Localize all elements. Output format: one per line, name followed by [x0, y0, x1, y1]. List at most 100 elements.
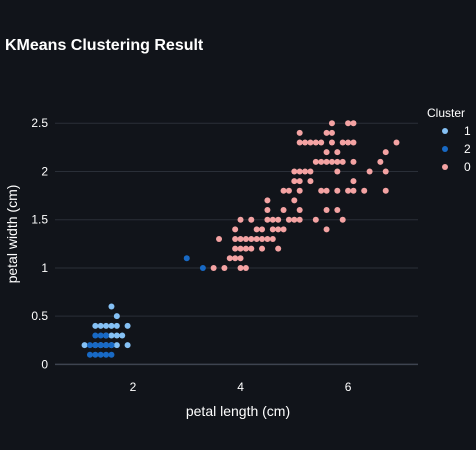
data-point-cluster-0	[232, 236, 239, 242]
y-tick-label: 0.5	[31, 309, 48, 323]
data-point-cluster-0	[323, 149, 330, 156]
data-point-cluster-0	[210, 264, 217, 271]
data-point-cluster-1	[119, 332, 126, 339]
y-axis-label: petal width (cm)	[4, 185, 20, 284]
legend: Cluster 1 2 0	[427, 106, 471, 174]
data-point-cluster-1	[108, 332, 115, 339]
data-point-cluster-0	[291, 216, 298, 223]
data-point-cluster-0	[285, 216, 292, 223]
data-point-cluster-0	[312, 158, 319, 165]
data-point-cluster-1	[124, 322, 131, 329]
points-layer	[81, 120, 400, 358]
data-point-cluster-0	[382, 187, 389, 194]
data-point-cluster-2	[92, 342, 99, 349]
data-point-cluster-0	[382, 149, 389, 156]
data-point-cluster-0	[248, 236, 255, 242]
data-point-cluster-2	[103, 342, 110, 349]
x-tick-labels: 2 4 6	[130, 380, 352, 394]
data-point-cluster-1	[113, 322, 120, 329]
data-point-cluster-0	[328, 139, 335, 146]
data-point-cluster-0	[280, 187, 287, 194]
data-point-cluster-0	[259, 236, 266, 242]
data-point-cluster-0	[291, 168, 298, 175]
data-point-cluster-0	[328, 120, 335, 127]
data-point-cluster-0	[328, 158, 335, 165]
data-point-cluster-0	[269, 226, 276, 233]
data-point-cluster-0	[361, 187, 368, 194]
data-point-cluster-0	[345, 139, 352, 146]
data-point-cluster-2	[86, 342, 93, 349]
data-point-cluster-0	[232, 255, 239, 262]
data-point-cluster-2	[97, 351, 104, 358]
data-point-cluster-2	[108, 342, 115, 349]
data-point-cluster-0	[242, 264, 249, 271]
data-point-cluster-2	[199, 264, 206, 271]
data-point-cluster-0	[264, 216, 271, 223]
data-point-cluster-0	[275, 245, 282, 252]
data-point-cluster-0	[382, 168, 389, 175]
x-axis-label: petal length (cm)	[186, 403, 290, 419]
legend-marker-cluster-0	[442, 164, 448, 170]
data-point-cluster-0	[242, 236, 249, 242]
data-point-cluster-0	[339, 158, 346, 165]
data-point-cluster-0	[318, 187, 325, 194]
data-point-cluster-0	[318, 139, 325, 146]
legend-marker-cluster-2	[442, 146, 448, 152]
data-point-cluster-2	[92, 332, 99, 339]
data-point-cluster-0	[334, 149, 341, 156]
data-point-cluster-0	[264, 236, 271, 242]
data-point-cluster-0	[393, 139, 400, 146]
legend-label-cluster-0: 0	[464, 160, 471, 174]
data-point-cluster-0	[350, 187, 357, 194]
data-point-cluster-0	[296, 129, 303, 136]
data-point-cluster-0	[296, 168, 303, 175]
data-point-cluster-0	[307, 139, 314, 146]
data-point-cluster-0	[323, 187, 330, 194]
y-tick-labels: 0 0.5 1 1.5 2 2.5	[31, 116, 48, 371]
data-point-cluster-0	[280, 226, 287, 233]
data-point-cluster-0	[232, 226, 239, 233]
data-point-cluster-0	[253, 226, 260, 233]
data-point-cluster-0	[307, 178, 314, 185]
data-point-cluster-0	[296, 187, 303, 194]
data-point-cluster-0	[302, 139, 309, 146]
data-point-cluster-0	[275, 216, 282, 223]
y-tick-label: 0	[41, 357, 48, 371]
data-point-cluster-2	[103, 332, 110, 339]
data-point-cluster-0	[377, 158, 384, 165]
data-point-cluster-0	[323, 158, 330, 165]
data-point-cluster-0	[307, 168, 314, 175]
data-point-cluster-0	[339, 216, 346, 223]
data-point-cluster-0	[264, 197, 271, 204]
data-point-cluster-2	[183, 255, 190, 262]
data-point-cluster-1	[92, 322, 99, 329]
data-point-cluster-0	[275, 226, 282, 233]
data-point-cluster-0	[221, 264, 228, 271]
data-point-cluster-0	[318, 158, 325, 165]
data-point-cluster-0	[216, 236, 223, 242]
data-point-cluster-0	[291, 197, 298, 204]
data-point-cluster-0	[237, 236, 244, 242]
data-point-cluster-1	[113, 342, 120, 349]
data-point-cluster-0	[296, 178, 303, 185]
data-point-cluster-0	[280, 207, 287, 214]
data-point-cluster-0	[334, 207, 341, 214]
data-point-cluster-0	[242, 245, 249, 252]
data-point-cluster-0	[237, 216, 244, 223]
data-point-cluster-1	[113, 332, 120, 339]
data-point-cluster-1	[113, 313, 120, 320]
data-point-cluster-0	[312, 139, 319, 146]
data-point-cluster-2	[97, 342, 104, 349]
data-point-cluster-0	[269, 216, 276, 223]
data-point-cluster-0	[296, 216, 303, 223]
data-point-cluster-0	[291, 178, 298, 185]
data-point-cluster-1	[81, 342, 88, 349]
data-point-cluster-0	[350, 139, 357, 146]
data-point-cluster-0	[264, 207, 271, 214]
legend-title: Cluster	[427, 106, 465, 120]
data-point-cluster-0	[237, 264, 244, 271]
y-tick-label: 1.5	[31, 213, 48, 227]
data-point-cluster-2	[86, 351, 93, 358]
data-point-cluster-0	[328, 129, 335, 136]
data-point-cluster-0	[237, 255, 244, 262]
